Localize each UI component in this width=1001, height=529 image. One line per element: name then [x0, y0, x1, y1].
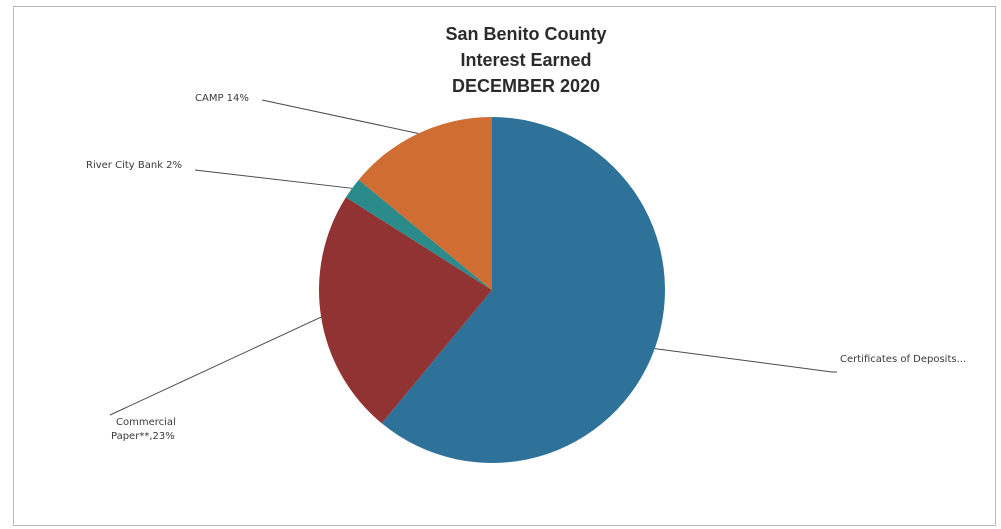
leader-line-certificates-of-deposits	[654, 348, 837, 373]
leader-lines	[109, 99, 837, 416]
leader-line-river-city-bank	[194, 169, 353, 189]
chart-title: San Benito County Interest Earned DECEMB…	[0, 21, 1001, 99]
leader-line-commercial-paper	[109, 316, 322, 416]
title-line-3: DECEMBER 2020	[451, 76, 601, 96]
label-commercial-paper-line1: Commercial	[116, 417, 176, 428]
leader-line-camp	[261, 99, 419, 134]
label-camp: CAMP 14%	[195, 93, 249, 104]
pie-slices	[319, 117, 665, 463]
label-certificates-of-deposits: Certificates of Deposits...	[840, 354, 966, 365]
pie-slice-camp	[358, 117, 492, 290]
slice-labels: CAMP 14% River City Bank 2% Certificates…	[86, 93, 966, 442]
pie-slice-certificates-of-deposits	[381, 117, 665, 463]
label-river-city-bank: River City Bank 2%	[86, 160, 182, 171]
title-line-1: San Benito County	[445, 24, 607, 44]
pie-slice-commercial-paper	[319, 197, 492, 424]
label-commercial-paper-line2: Paper**,23%	[111, 431, 175, 442]
title-line-2: Interest Earned	[460, 50, 592, 70]
pie-slice-river-city-bank	[345, 179, 492, 290]
